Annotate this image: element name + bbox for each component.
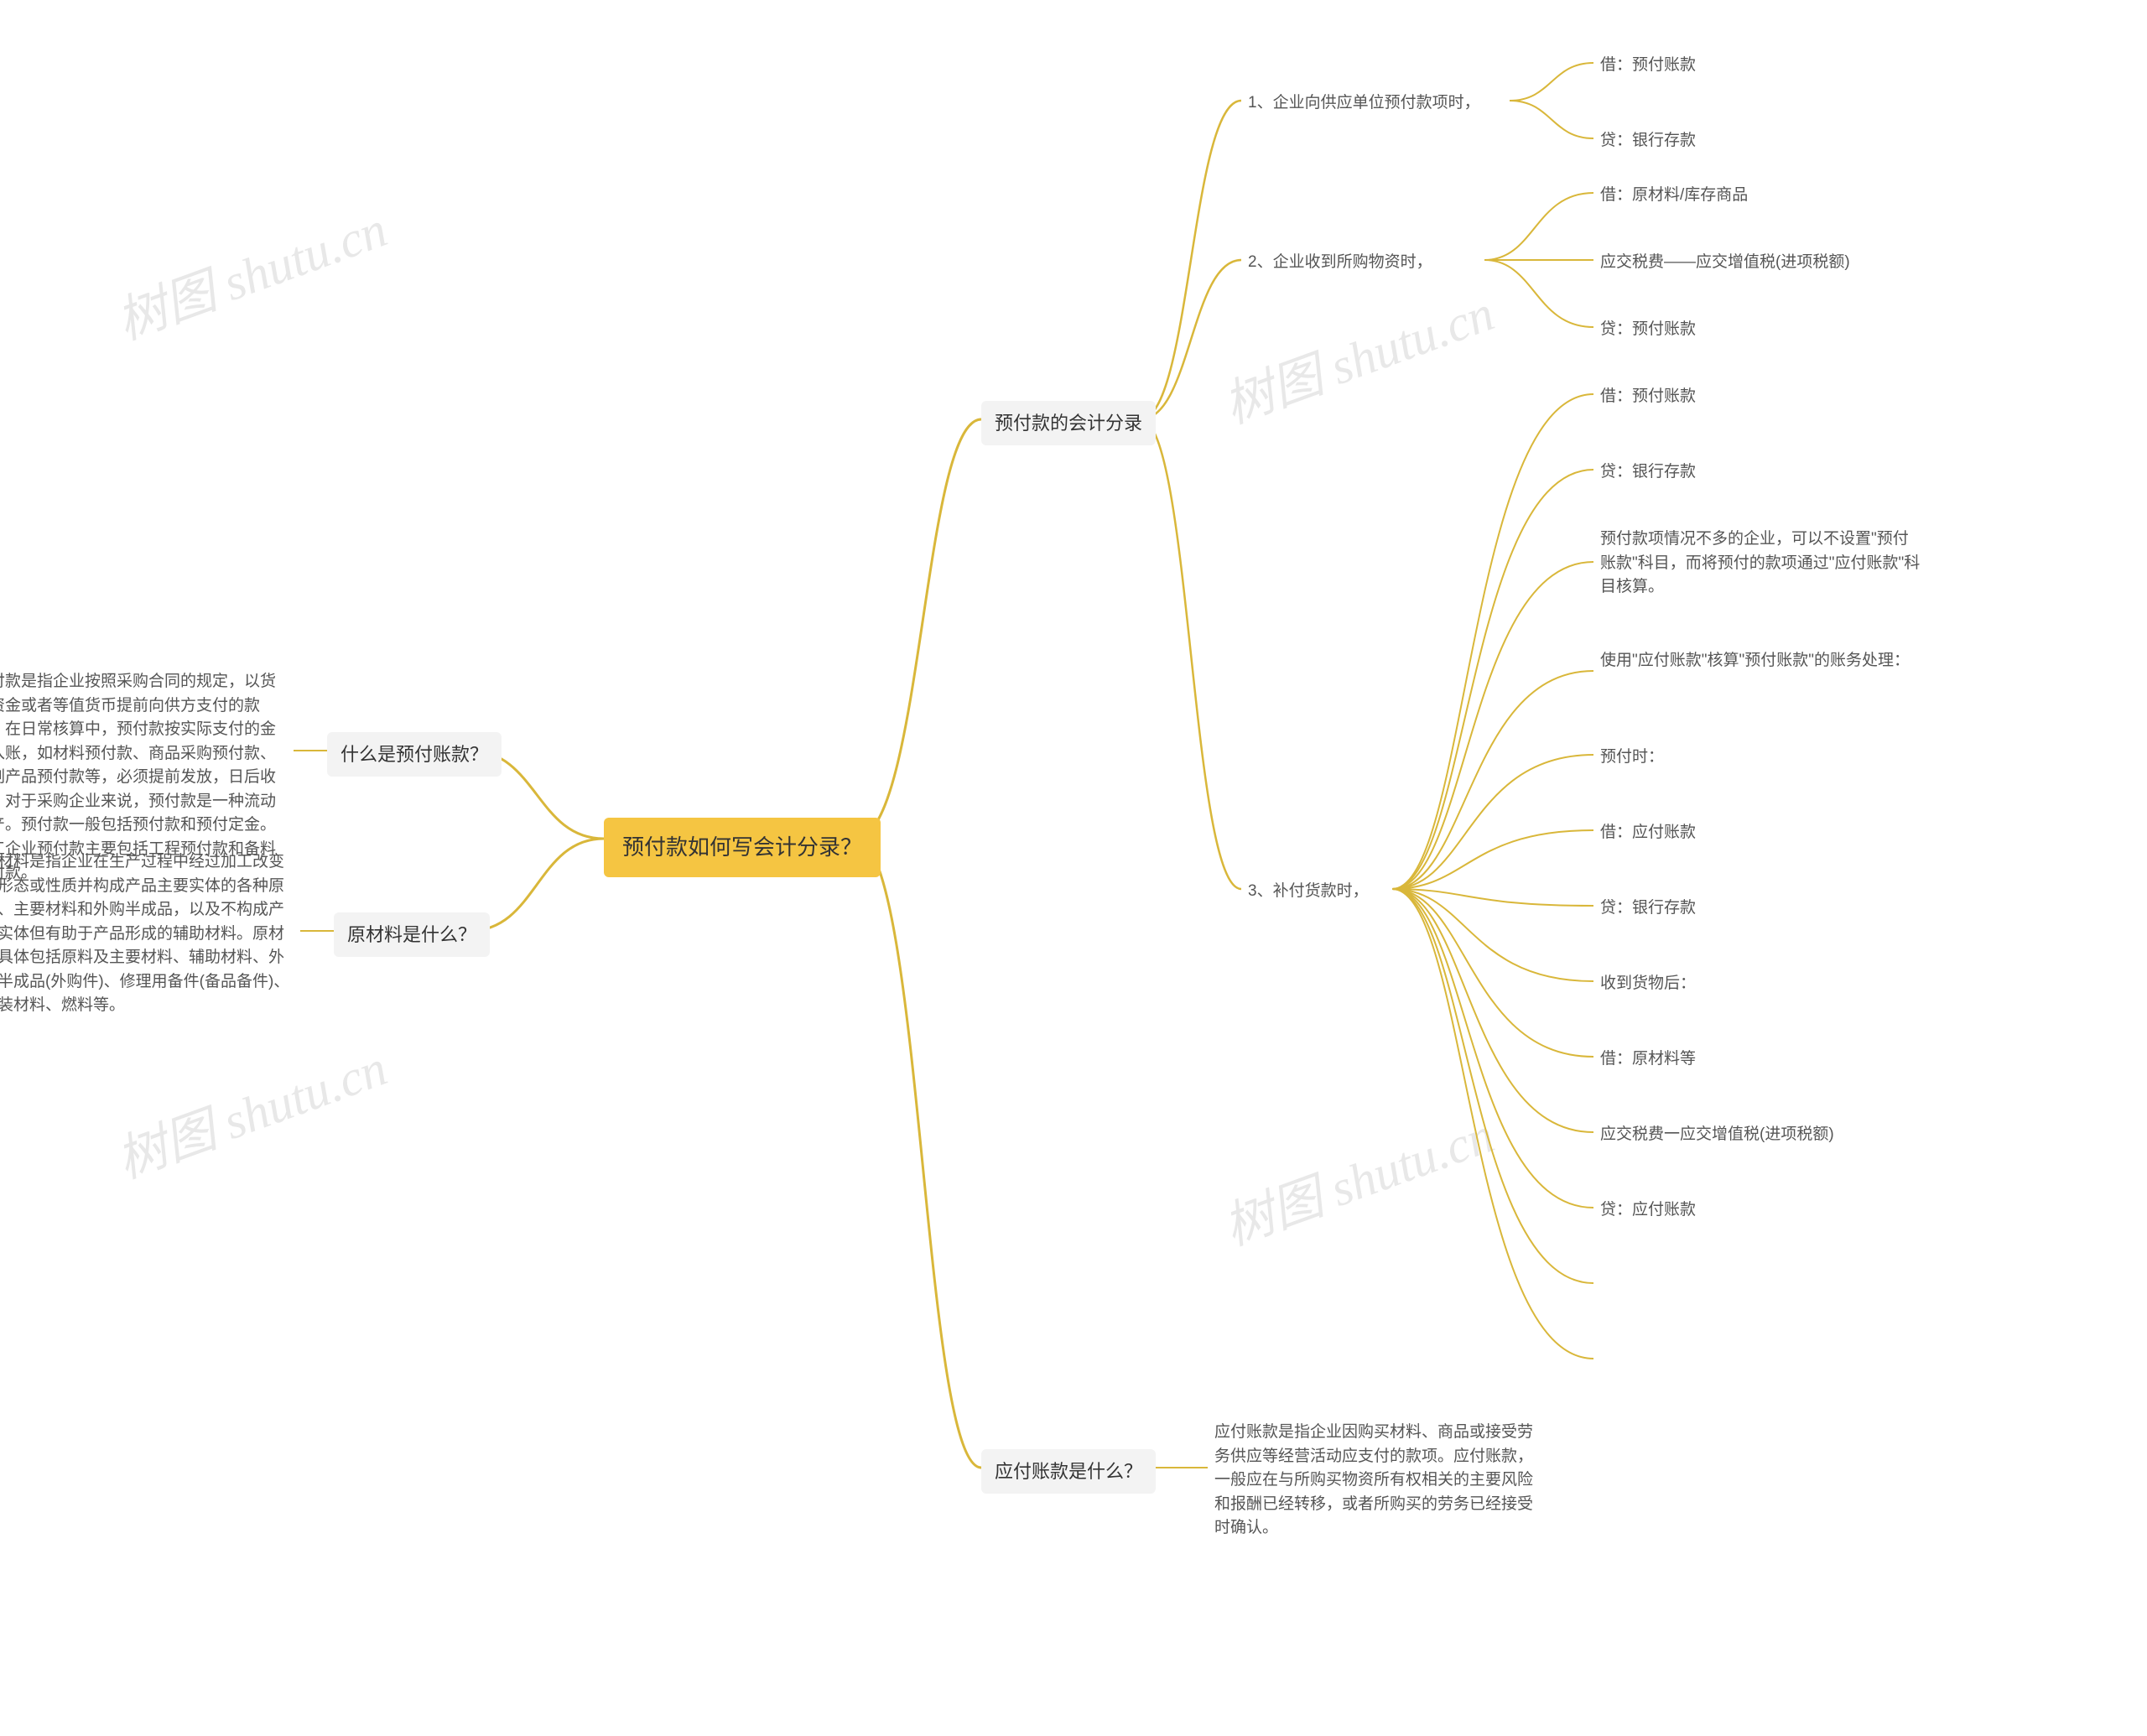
entry-s2-c3: 贷：预付账款	[1593, 314, 1703, 346]
entry-s3-c2: 贷：银行存款	[1593, 457, 1703, 488]
watermark: 树图 shutu.cn	[105, 189, 395, 354]
watermark: 树图 shutu.cn	[105, 1027, 395, 1193]
entry-s3-c11: 贷：应付账款	[1593, 1195, 1703, 1226]
entry-s3-c9: 借：原材料等	[1593, 1044, 1703, 1075]
entry-s3-c4: 使用"应付账款"核算"预付账款"的账务处理：	[1593, 646, 1929, 677]
entry-s2-c2: 应交税费——应交增值税(进项税额)	[1593, 247, 1857, 278]
watermark: 树图 shutu.cn	[1212, 273, 1502, 438]
entry-s3-c8: 收到货物后：	[1593, 969, 1703, 1000]
entry-s3-c5: 预付时：	[1593, 742, 1671, 773]
entry-s1-c1: 借：预付账款	[1593, 50, 1703, 81]
right-node-payable-what[interactable]: 应付账款是什么？	[981, 1449, 1156, 1494]
entry-s3-label: 3、补付货款时，	[1241, 876, 1375, 907]
left-node-prepaid-what[interactable]: 什么是预付账款？	[327, 732, 502, 777]
right-node-entries[interactable]: 预付款的会计分录	[981, 401, 1156, 445]
entry-s1-c2: 贷：银行存款	[1593, 126, 1703, 157]
left-node-material-what[interactable]: 原材料是什么？	[334, 912, 490, 957]
left-desc-material: 原材料是指企业在生产过程中经过加工改变其形态或性质并构成产品主要实体的各种原料、…	[0, 847, 298, 1021]
entry-s2-c1: 借：原材料/库存商品	[1593, 180, 1755, 211]
entry-s3-c1: 借：预付账款	[1593, 382, 1703, 413]
entry-s2-label: 2、企业收到所购物资时，	[1241, 247, 1439, 278]
watermark: 树图 shutu.cn	[1212, 1094, 1502, 1260]
entry-s1-label: 1、企业向供应单位预付款项时，	[1241, 88, 1487, 119]
entry-s3-c10: 应交税费一应交增值税(进项税额)	[1593, 1120, 1841, 1151]
entry-s3-c3: 预付款项情况不多的企业，可以不设置"预付账款"科目，而将预付的款项通过"应付账款…	[1593, 524, 1929, 603]
right-desc-payable: 应付账款是指企业因购买材料、商品或接受劳务供应等经营活动应支付的款项。应付账款，…	[1208, 1417, 1543, 1544]
root-node[interactable]: 预付款如何写会计分录？	[604, 818, 881, 877]
entry-s3-c7: 贷：银行存款	[1593, 893, 1703, 924]
entry-s3-c6: 借：应付账款	[1593, 818, 1703, 849]
